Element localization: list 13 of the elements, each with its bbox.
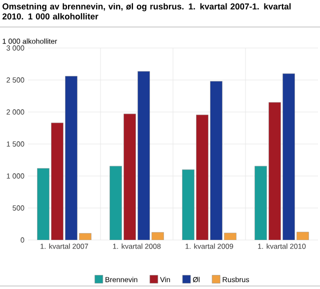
chart-title: Omsetning av brennevin, vin, øl og rusbrus. 1. kvartal 2007-1. kvartal 2010. 1 000 alkoholliter: [2, 3, 291, 20]
bar: [282, 73, 295, 240]
bar: [254, 166, 267, 240]
bar: [182, 169, 194, 240]
bar: [65, 76, 78, 240]
bar: [210, 81, 222, 240]
bar: [124, 114, 136, 240]
bar: [37, 168, 50, 240]
bar: [138, 71, 150, 240]
bar: [110, 166, 122, 240]
bar: [51, 122, 64, 240]
bar: [196, 114, 208, 240]
bar: [268, 102, 281, 240]
